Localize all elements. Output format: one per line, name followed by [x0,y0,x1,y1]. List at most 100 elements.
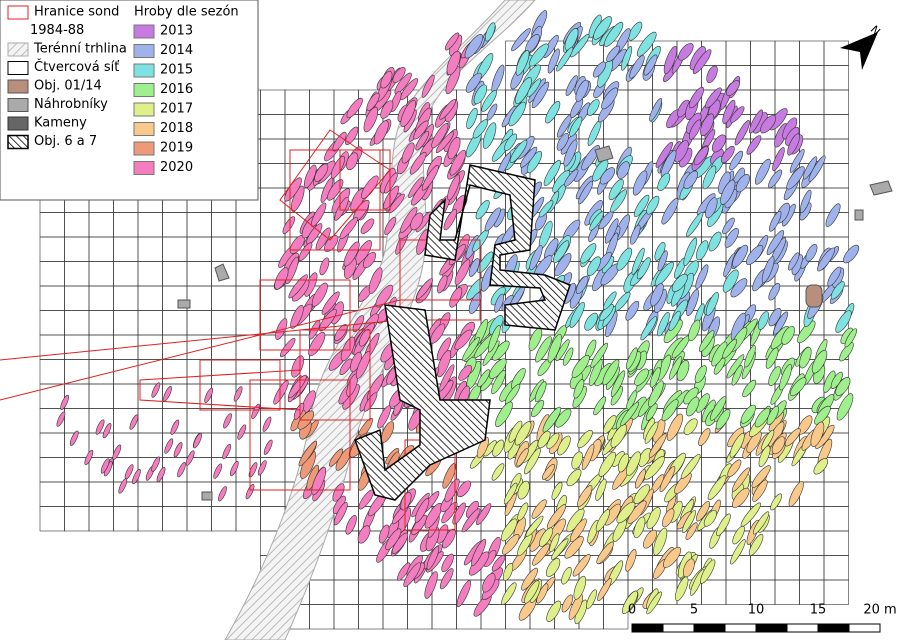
grave [543,159,561,187]
grave [457,480,472,498]
grave [711,134,727,153]
grave [571,451,583,470]
grave [462,336,480,362]
grave [771,436,786,455]
grid-cell [431,604,457,630]
grave [565,75,578,96]
grid-cell [823,555,849,581]
grave [229,460,239,477]
grave [730,106,745,123]
grave [529,245,543,271]
grid-cell [284,138,310,164]
legend-swatch [133,63,155,78]
grave [339,217,358,240]
grid-cell [88,383,114,409]
grave [547,334,562,363]
grave [735,174,750,193]
legend-label: Náhrobníky [34,97,108,112]
grave [593,16,612,40]
grave [657,172,671,191]
legend-swatch [7,61,29,75]
grave [333,501,348,526]
grave [545,100,561,124]
grid-cell [64,310,90,336]
grave [546,600,562,622]
grid-cell [88,481,114,507]
grid-cell [309,579,335,605]
grid-cell [799,114,825,140]
grave [720,179,736,205]
grid-cell [603,114,629,140]
grave [722,217,735,235]
grid-cell [211,236,237,262]
grid-cell [235,285,261,311]
grid-cell [186,285,212,311]
legend-swatch [133,141,155,156]
grid-cell [88,506,114,532]
grave [445,66,461,95]
scale-segment [662,623,695,633]
grave [456,580,471,608]
grave [663,546,682,568]
grave [363,392,378,412]
grave [686,211,704,237]
grave [290,185,305,212]
grid-cell [39,457,65,483]
grid-cell [358,579,384,605]
grave [616,247,633,271]
grave [84,449,94,466]
grave [413,120,429,140]
grid-cell [309,89,335,115]
grave [185,450,195,466]
grid-cell [725,579,751,605]
legend-swatch [7,42,29,57]
grave [546,504,567,529]
legend-label: 2015 [160,63,193,78]
legend-label: 2019 [160,141,193,156]
grave [653,527,668,556]
grave [430,323,446,344]
grave [552,240,570,264]
grave [482,122,497,149]
grid-cell [113,383,139,409]
grid-cell [725,555,751,581]
grid-cell [358,604,384,630]
grave [415,130,430,151]
grave [761,256,775,283]
grid-cell [113,285,139,311]
grave [170,419,180,435]
grave [754,158,771,185]
legend-label: Čtvercová síť [34,59,119,75]
grave [279,338,296,358]
grid-cell [113,359,139,385]
grave [343,241,360,267]
grave [570,34,590,58]
grid-cell [211,408,237,434]
grid-cell [113,506,139,532]
grid-cell [823,65,849,91]
grave [421,74,435,98]
grave [491,463,505,481]
grave [416,278,433,300]
grave [715,409,731,430]
grave [629,55,645,79]
grave [668,310,681,332]
grave [511,28,531,52]
grave [357,525,371,544]
grave [310,202,327,227]
grave [173,442,183,458]
grave [151,382,161,398]
grid-cell [750,555,776,581]
grid-cell [186,408,212,434]
grave [262,416,272,432]
grave [308,331,326,357]
grave [461,508,481,533]
grave [311,282,328,307]
grave [603,415,617,434]
grave [520,146,538,168]
grave [508,101,526,127]
grid-cell [64,285,90,311]
grave [431,123,449,149]
grave [708,231,722,252]
grave [100,458,110,474]
